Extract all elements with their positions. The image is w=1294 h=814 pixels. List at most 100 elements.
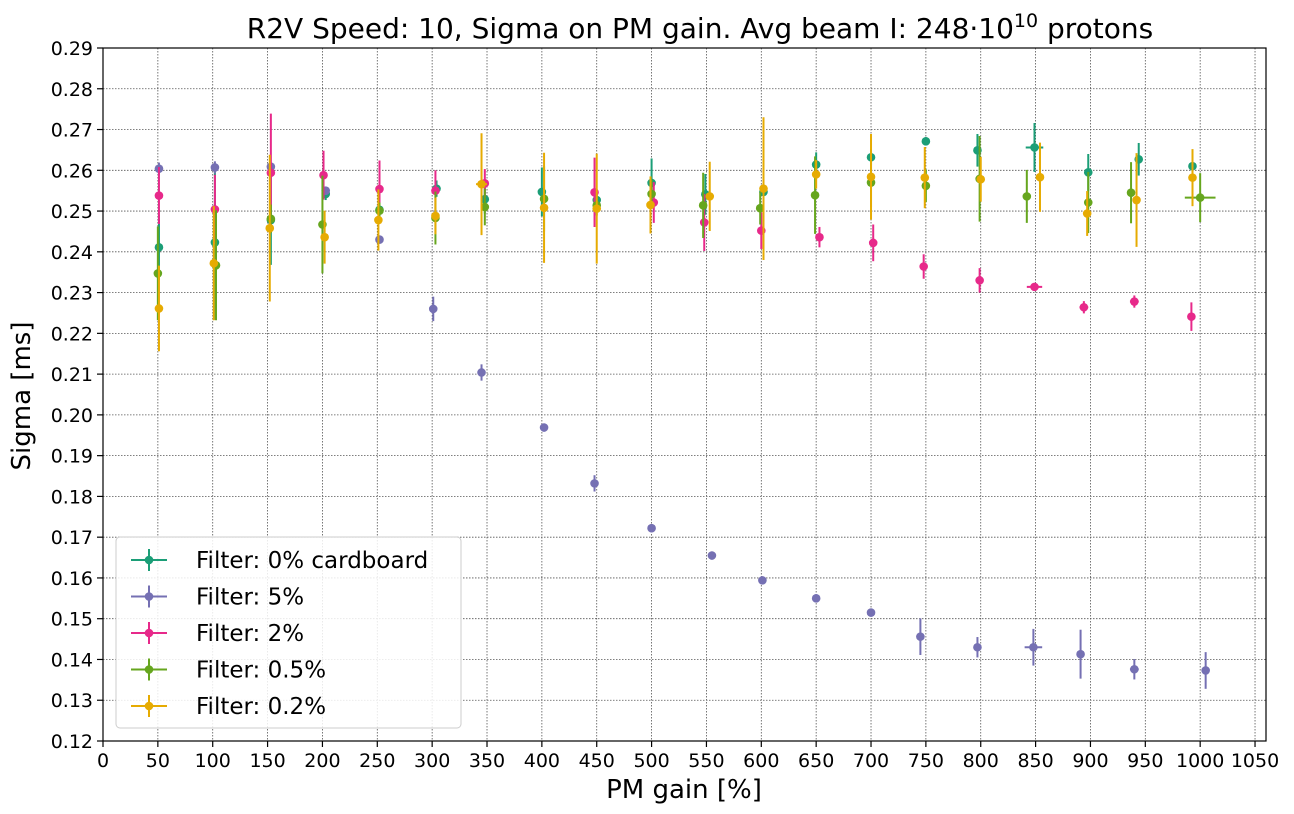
x-tick-label: 550 [688,750,724,772]
data-point [154,304,164,313]
x-tick-label: 650 [798,750,834,772]
x-tick-label: 1000 [1176,750,1224,772]
legend-label: Filter: 0.2% [196,694,326,720]
data-point [705,192,715,201]
legend-label: Filter: 2% [196,621,304,647]
y-axis-title: Sigma [ms] [7,322,37,471]
legend-marker [144,665,154,674]
x-tick-label: 500 [633,750,669,772]
data-point [920,173,930,182]
x-tick-label: 200 [304,750,340,772]
data-point [480,202,490,212]
plot-series [153,113,1216,689]
y-tick-label: 0.29 [51,38,93,60]
data-point [265,223,275,233]
data-point [477,179,486,189]
legend-label: Filter: 5% [196,585,304,611]
y-tick-label: 0.14 [51,649,93,671]
series-4 [154,117,1197,352]
data-point [154,243,164,252]
x-tick-label: 850 [1017,750,1053,772]
chart-title-main: R2V Speed: 10, Sigma on PM gain. Avg bea… [247,12,1014,45]
x-tick-label: 250 [359,750,395,772]
data-point [707,551,717,560]
plot-frame [102,47,1267,742]
data-point [646,200,655,210]
y-tick-label: 0.13 [51,690,93,712]
data-point [1079,302,1089,312]
data-point [1187,312,1196,321]
x-tick-label: 0 [97,750,109,772]
legend-marker [144,592,154,601]
data-point [374,215,383,225]
grid [102,47,1266,742]
y-tick-label: 0.17 [51,527,93,549]
y-tick-label: 0.12 [51,731,93,753]
data-point [431,186,440,195]
legend-box [115,536,462,729]
y-tick-label: 0.22 [51,323,93,345]
y-tick-label: 0.27 [51,120,93,142]
data-point [699,218,709,227]
data-point [1082,209,1092,218]
y-tick-label: 0.28 [51,79,93,101]
data-point [976,174,986,184]
data-point [1076,649,1085,659]
data-point [266,168,276,178]
data-point [590,479,599,488]
x-tick-label: 100 [195,750,231,772]
y-tick-label: 0.15 [51,609,93,631]
x-tick-label: 350 [469,750,505,772]
y-tick-label: 0.18 [51,486,93,508]
data-point [811,594,821,603]
legend-label: Filter: 0% cardboard [196,548,428,574]
data-point [647,523,656,533]
data-point [539,203,549,213]
data-point [375,184,384,194]
data-point [755,203,765,213]
data-point [319,170,328,180]
data-point [1130,297,1139,306]
data-point [210,205,220,214]
y-axis: 0.12 0.13 0.14 0.15 0.16 0.17 0.18 0.19 0.20 0.21… [51,38,103,753]
data-point [1029,642,1038,652]
data-point [1126,188,1136,198]
data-point [647,189,656,199]
data-point [209,258,219,268]
legend-marker [144,628,154,638]
data-point [266,214,276,224]
chart-title-exponent: 10 [1014,10,1038,32]
x-axis-title: PM gain [%] [606,775,762,805]
data-point [320,232,329,242]
legend: Filter: 0% cardboard Filter: 5% Filter: 2%… [115,536,462,729]
legend-label: Filter: 0.5% [196,658,326,684]
data-point [375,206,384,215]
x-tick-label: 50 [146,750,170,772]
data-point [1083,198,1093,207]
y-tick-label: 0.25 [51,201,93,223]
x-tick-label: 950 [1127,750,1163,772]
x-tick-label: 700 [853,750,889,772]
x-tick-label: 800 [963,750,999,772]
data-point [698,201,708,210]
chart-title-tail: protons [1038,12,1153,45]
data-point [921,137,931,146]
data-point [592,204,602,213]
data-point [811,170,821,179]
data-point [810,190,820,200]
data-point [868,238,878,248]
data-point [1030,282,1039,292]
x-tick-label: 300 [414,750,450,772]
data-point [153,269,163,278]
chart-title: R2V Speed: 10, Sigma on PM gain. Avg bea… [247,10,1154,45]
data-point [154,191,164,200]
data-point [919,262,928,271]
legend-item: Filter: 2% [131,621,304,647]
legend-item: Filter: 0% cardboard [131,548,428,574]
data-point [375,235,384,244]
data-point [758,576,767,585]
y-tick-label: 0.23 [51,283,93,305]
y-tick-label: 0.19 [51,446,93,468]
data-point [539,423,549,432]
